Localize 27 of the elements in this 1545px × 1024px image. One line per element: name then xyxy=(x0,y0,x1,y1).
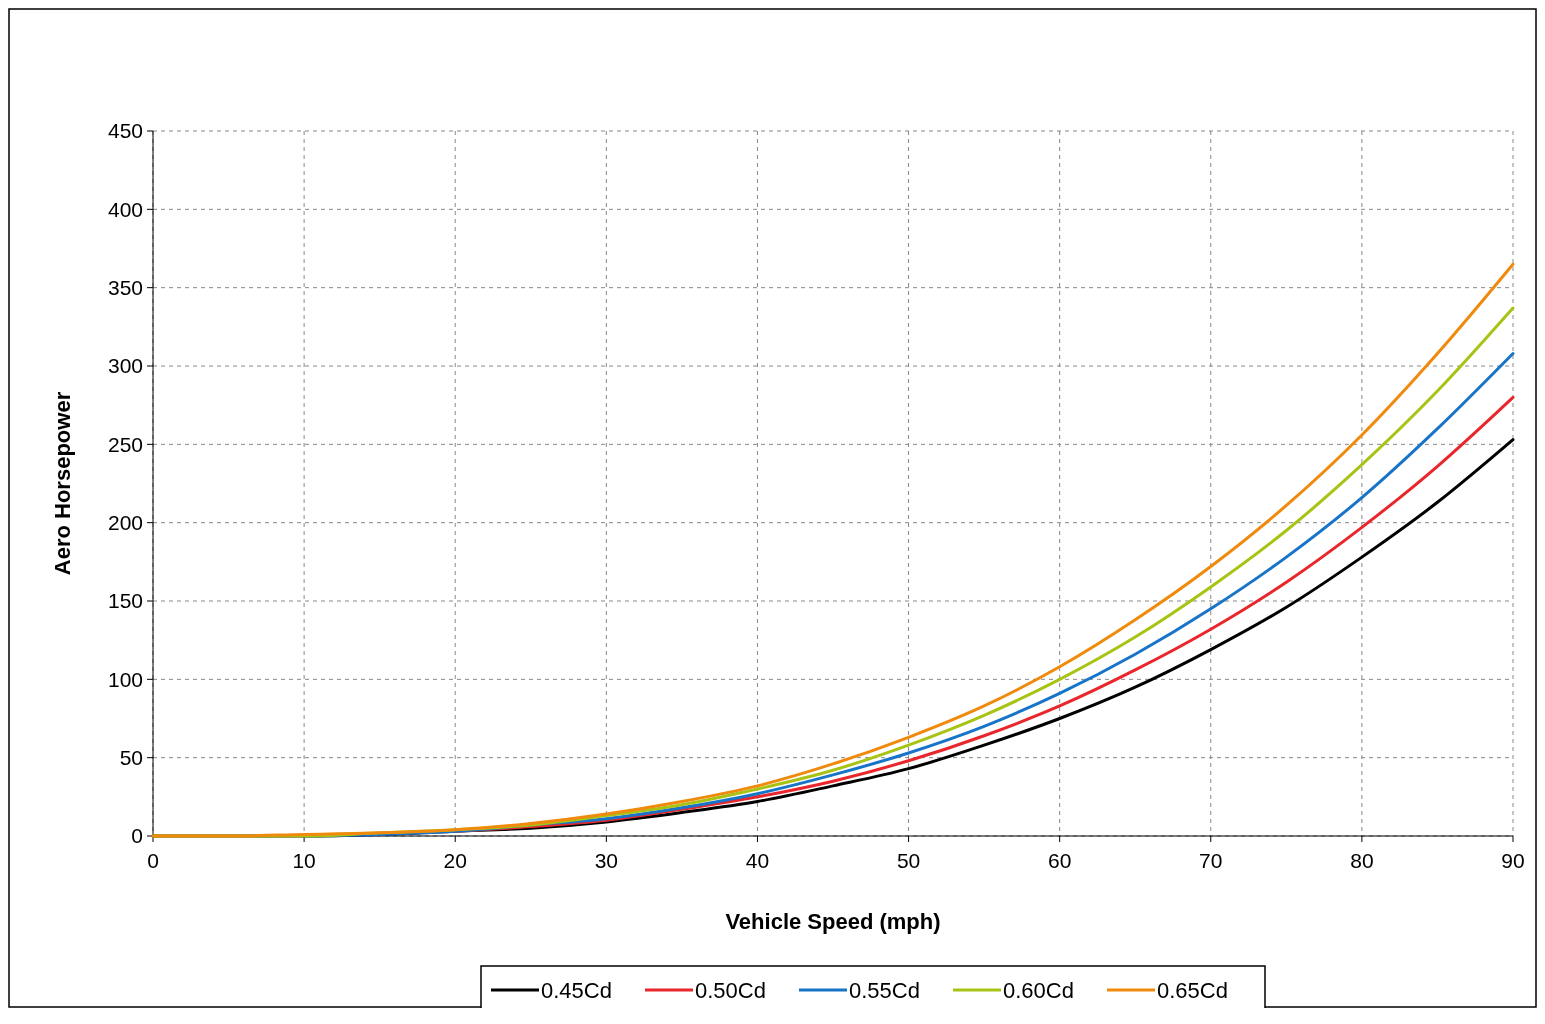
y-tick-label: 350 xyxy=(107,276,143,300)
y-tick-label: 400 xyxy=(107,197,143,221)
x-tick-label: 70 xyxy=(1199,849,1223,872)
legend-label: 0.60Cd xyxy=(1003,977,1074,1003)
x-tick-label: 10 xyxy=(292,849,316,872)
legend-label: 0.55Cd xyxy=(849,977,920,1003)
y-tick-label: 250 xyxy=(107,432,143,456)
legend-label: 0.65Cd xyxy=(1157,977,1228,1003)
x-tick-label: 20 xyxy=(443,849,467,872)
x-tick-label: 30 xyxy=(594,849,619,872)
legend-label: 0.45Cd xyxy=(541,977,612,1003)
y-tick-label: 100 xyxy=(107,667,143,691)
x-tick-label: 40 xyxy=(745,849,770,872)
y-tick-label: 200 xyxy=(107,511,143,535)
y-tick-label: 450 xyxy=(107,119,143,143)
y-tick-label: 0 xyxy=(131,824,143,848)
y-tick-label: 300 xyxy=(107,354,143,378)
x-tick-label: 50 xyxy=(896,849,921,872)
x-tick-label: 90 xyxy=(1501,849,1525,872)
x-tick-label: 80 xyxy=(1350,849,1374,872)
y-tick-label: 50 xyxy=(119,746,143,770)
y-tick-label: 150 xyxy=(107,589,143,613)
x-tick-label: 60 xyxy=(1047,849,1072,872)
legend-label: 0.50Cd xyxy=(695,977,766,1003)
x-tick-label: 0 xyxy=(147,849,159,872)
x-axis-title: Vehicle Speed (mph) xyxy=(725,909,941,934)
y-axis-title: Aero Horsepower xyxy=(50,391,75,576)
